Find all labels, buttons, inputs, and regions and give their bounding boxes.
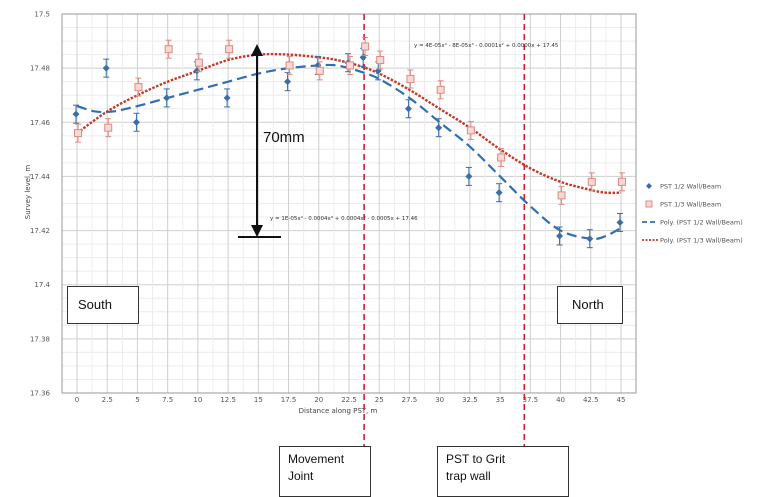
plot-border [61, 13, 637, 394]
data-point-pst-1-2 [223, 94, 231, 102]
x-tick-label: 37.5 [523, 396, 539, 404]
data-point-pst-1-2 [556, 232, 564, 240]
x-tick-label: 12.5 [220, 396, 236, 404]
x-axis-label: Distance along PST, m [299, 407, 378, 415]
x-tick-label: 15 [254, 396, 263, 404]
movement-joint-line1: Movement [288, 452, 345, 466]
data-point-pst-1-2 [132, 118, 140, 126]
grit-trap-line2: trap wall [446, 469, 491, 483]
x-tick-labels: 0 2.5 5 7.5 10 12.5 15 17.5 20 22.5 25 27.5 30 32.5 35… [75, 396, 626, 404]
deflection-label: 70mm [263, 129, 305, 146]
data-point-pst-1-2 [495, 189, 503, 197]
data-point-pst-1-2 [465, 172, 473, 180]
trendline-2-equation: y = 4E-05x⁴ - 8E-05x³ - 0.0001x² + 0.000… [414, 42, 559, 49]
data-point-pst-1-3 [225, 45, 234, 54]
x-tick-label: 5 [135, 396, 139, 404]
region-label-north: North [557, 286, 623, 324]
x-tick-label: 10 [193, 396, 202, 404]
y-tick-label: 17.44 [30, 173, 51, 181]
data-point-pst-1-3 [406, 74, 415, 83]
data-point-pst-1-3 [557, 191, 566, 200]
grit-trap-callout: PST to Grit trap wall [437, 446, 569, 497]
x-tick-label: 25 [375, 396, 384, 404]
y-tick-label: 17.36 [30, 390, 51, 398]
data-point-pst-1-2 [284, 78, 292, 86]
x-tick-label: 30 [435, 396, 444, 404]
x-tick-label: 2.5 [102, 396, 113, 404]
data-point-pst-1-3 [74, 129, 82, 138]
data-point-pst-1-3 [376, 56, 385, 65]
x-tick-label: 32.5 [462, 396, 478, 404]
y-tick-labels: 17.5 17.48 17.46 17.44 17.42 17.4 17.38 17.36 [30, 11, 51, 398]
legend-marker [645, 200, 653, 208]
data-point-pst-1-2 [163, 94, 171, 102]
y-tick-label: 17.46 [30, 119, 51, 127]
data-point-pst-1-3 [164, 45, 173, 54]
data-point-pst-1-3 [285, 61, 294, 70]
legend-label: PST 1/2 Wall/Beam [660, 183, 721, 191]
y-tick-label: 17.5 [34, 11, 50, 19]
data-point-pst-1-3 [134, 83, 143, 92]
legend-marker [646, 183, 652, 189]
data-point-pst-1-3 [346, 61, 354, 70]
trendline-1-equation: y = 1E-05x⁴ - 0.0004x³ + 0.0004x² - 0.00… [270, 215, 418, 222]
data-point-pst-1-3 [618, 177, 626, 186]
y-tick-label: 17.4 [34, 281, 50, 289]
x-tick-label: 40 [556, 396, 565, 404]
data-point-pst-1-2 [102, 64, 110, 72]
y-tick-label: 17.38 [30, 335, 50, 343]
data-point-pst-1-3 [104, 123, 113, 132]
x-tick-label: 20 [314, 396, 323, 404]
gridlines [62, 13, 636, 394]
legend-label: Poly. (PST 1/2 Wall/Beam) [660, 219, 743, 227]
data-point-pst-1-3 [466, 126, 475, 135]
x-tick-label: 0 [75, 396, 79, 404]
x-tick-label: 27.5 [402, 396, 418, 404]
legend-label: PST 1/3 Wall/Beam [660, 201, 721, 209]
y-axis-label: Survey level, m [24, 165, 32, 220]
data-point-pst-1-2 [616, 218, 624, 226]
data-point-pst-1-2 [586, 235, 594, 243]
y-tick-label: 17.42 [30, 227, 50, 235]
x-tick-label: 35 [496, 396, 505, 404]
region-label-south: South [67, 286, 139, 324]
legend-label: Poly. (PST 1/3 Wall/Beam) [660, 237, 743, 245]
data-point-pst-1-2 [435, 124, 443, 132]
data-point-pst-1-3 [315, 66, 324, 75]
x-tick-label: 7.5 [162, 396, 173, 404]
data-points [72, 36, 626, 249]
x-tick-label: 22.5 [341, 396, 357, 404]
legend: PST 1/2 Wall/Beam PST 1/3 Wall/Beam Poly. … [642, 183, 743, 245]
deflection-arrow [238, 44, 281, 238]
x-tick-label: 45 [617, 396, 626, 404]
data-point-pst-1-3 [194, 58, 203, 67]
data-point-pst-1-2 [72, 110, 80, 118]
vertical-marker-lines [363, 14, 526, 446]
data-point-pst-1-3 [497, 153, 506, 162]
data-point-pst-1-3 [587, 177, 596, 186]
trend-line-2 [76, 52, 622, 195]
movement-joint-line2: Joint [288, 469, 314, 483]
grit-trap-line1: PST to Grit [446, 452, 506, 466]
x-tick-label: 42.5 [583, 396, 599, 404]
x-tick-label: 17.5 [281, 396, 297, 404]
movement-joint-callout: Movement Joint [279, 446, 371, 497]
y-tick-label: 17.48 [30, 65, 50, 73]
data-point-pst-1-2 [404, 105, 412, 113]
plot-frame [61, 13, 637, 394]
data-point-pst-1-3 [436, 85, 445, 94]
data-point-pst-1-3 [361, 42, 370, 51]
